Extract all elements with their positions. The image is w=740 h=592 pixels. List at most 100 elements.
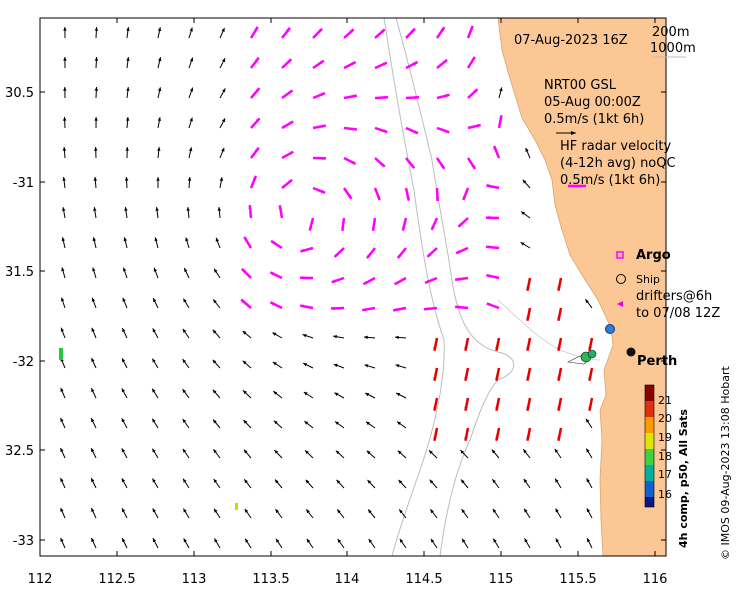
model-arrow-head <box>61 237 65 242</box>
hf-radar-arrows-magenta <box>240 25 503 312</box>
hf-arrow-head <box>486 215 490 220</box>
model-arrow-head <box>242 360 247 365</box>
hf-arrow-red-head <box>526 286 530 291</box>
model-arrow-head <box>121 448 125 453</box>
hf-arrow-head <box>331 306 335 311</box>
model-arrow-head <box>336 479 341 484</box>
model-arrow-head <box>305 450 309 455</box>
model-arrow-head <box>186 207 190 211</box>
model-arrow-head <box>337 509 341 514</box>
model-arrow-head <box>153 298 157 303</box>
hf-arrow-head <box>411 28 415 33</box>
hf-arrow-head <box>289 151 294 155</box>
model-arrow-head <box>182 359 187 363</box>
model-arrow-head <box>364 335 368 340</box>
model-arrow-head <box>222 88 226 93</box>
model-arrow-head <box>189 27 193 32</box>
model-arrow-head <box>60 448 64 452</box>
ship-legend-marker <box>616 274 626 284</box>
hf-arrow-head <box>471 56 475 61</box>
model-arrow-head <box>187 177 192 181</box>
hf-arrow-head <box>413 62 418 66</box>
model-arrow-head <box>521 211 526 215</box>
hf-arrow-head <box>382 62 387 66</box>
model-arrow-head <box>586 448 590 453</box>
model-arrow-head <box>492 508 497 513</box>
colorbar-label: 4h comp, p50, All Sats <box>677 409 690 548</box>
model-arrow-head <box>399 509 403 514</box>
hf-arrow-red-head <box>433 406 437 411</box>
model-arrow-head <box>123 237 127 242</box>
hf-arrow-head <box>486 274 491 278</box>
model-arrow-head <box>62 117 67 121</box>
plot-frame <box>39 17 667 557</box>
model-arrow-head <box>430 538 435 543</box>
hf-arrow-head <box>376 196 380 201</box>
hf-arrow-head <box>380 163 385 167</box>
model-arrow-head <box>462 538 466 543</box>
model-arrow-head <box>91 538 95 542</box>
model-arrow-head <box>121 418 125 423</box>
colorbar-segment <box>645 401 654 417</box>
hf-arrow-head <box>394 281 399 285</box>
model-arrow-head <box>555 478 559 483</box>
model-arrow-head <box>221 28 225 32</box>
model-arrow-head <box>221 58 226 63</box>
model-arrow-head <box>63 27 67 31</box>
perth-city-marker <box>626 347 636 357</box>
hf-arrow-head <box>471 164 476 169</box>
hf-arrow-head <box>440 164 445 169</box>
hf-arrow-head <box>255 88 260 92</box>
credit-text: © IMOS 09-Aug-2023 13:08 Hobart <box>719 366 732 560</box>
contour-1000m <box>383 18 445 556</box>
x-tick-label: 115.5 <box>559 572 596 587</box>
hf-arrow-red-head <box>495 436 499 441</box>
model-arrow-head <box>189 117 193 122</box>
colorbar-tick-17: 17 <box>658 468 672 481</box>
hf-arrow-red-head <box>526 316 530 321</box>
model-arrow-head <box>273 420 278 425</box>
model-arrow-head <box>366 421 370 426</box>
model-arrow-head <box>587 538 591 543</box>
hf-arrow-red-head <box>557 346 561 351</box>
hf-arrow-head <box>321 189 326 194</box>
x-tick-label: 116 <box>643 572 668 587</box>
hf-arrow-red-head <box>557 376 561 381</box>
hf-arrow-head <box>322 156 326 161</box>
model-arrow-head <box>94 87 99 91</box>
model-arrow-head <box>214 508 218 513</box>
colorbar-segment <box>645 497 654 507</box>
model-arrow-head <box>182 448 187 453</box>
hf-arrow-head <box>455 277 459 281</box>
model-arrow-head <box>397 450 402 455</box>
model-arrow-head <box>155 207 159 211</box>
model-arrow-head <box>304 421 309 425</box>
model-arrow-head <box>276 538 280 543</box>
model-arrow-head <box>60 537 64 542</box>
hf-arrow-head <box>255 118 260 123</box>
hf-arrow-red-head <box>464 376 468 381</box>
model-arrow-head <box>244 508 249 513</box>
hf-arrow-head <box>255 57 259 62</box>
model-arrow-head <box>157 87 162 92</box>
hf-label-line-1: HF radar velocity <box>560 139 672 154</box>
model-arrow-head <box>243 390 247 395</box>
model-arrow-head <box>585 299 589 304</box>
hf-arrow-head <box>440 27 445 32</box>
hf-arrow-head <box>248 205 252 209</box>
city-label-perth: Perth <box>637 354 677 369</box>
model-arrow-head <box>122 538 126 543</box>
model-arrow-head <box>397 421 401 426</box>
model-arrow-head <box>367 480 372 484</box>
model-arrow-head <box>244 479 248 484</box>
model-arrow-head <box>156 177 160 181</box>
hf-arrow-head <box>406 196 410 201</box>
y-tick-label: 32.5 <box>5 444 34 459</box>
model-arrow-head <box>273 391 278 395</box>
colorbar-segment <box>645 417 654 433</box>
hf-arrow-red-head <box>433 436 437 441</box>
model-arrow-head <box>366 450 371 455</box>
drifter-legend-line-2: to 07/08 12Z <box>636 306 720 321</box>
sst-speck <box>587 349 597 359</box>
model-arrow-head <box>554 448 559 453</box>
